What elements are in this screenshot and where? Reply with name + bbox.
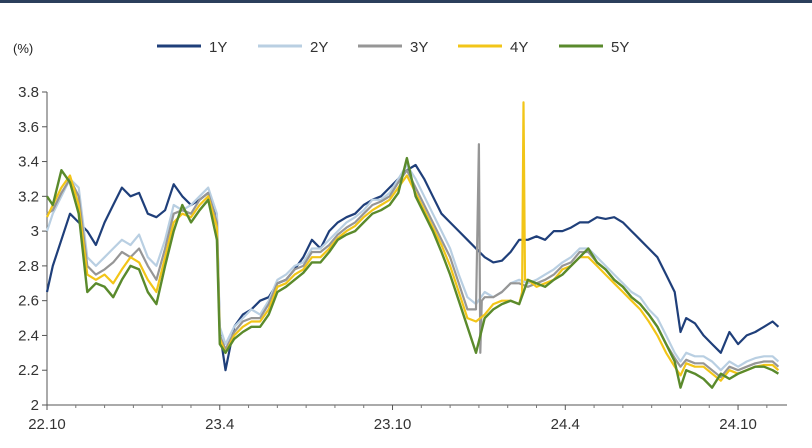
series-line-4Y [46, 101, 780, 382]
top-rule [0, 0, 812, 3]
x-tick-label: 24.4 [551, 416, 580, 433]
series-line-1Y [45, 163, 780, 372]
x-tick-label: 23.4 [205, 416, 234, 433]
y-tick-label: 3.8 [18, 84, 39, 101]
legend: 1Y 2Y 3Y 4Y 5Y [157, 39, 629, 56]
x-tick-label: 22.10 [28, 416, 66, 433]
y-tick-label: 3.4 [18, 154, 39, 171]
y-tick-label: 2.4 [18, 327, 39, 344]
plot-area [45, 101, 780, 389]
y-tick-label: 2 [31, 397, 39, 414]
y-tick-label: 3.6 [18, 119, 39, 136]
y-tick-label: 3 [31, 223, 39, 240]
y-tick-label: 2.8 [18, 258, 39, 275]
legend-label-3Y: 3Y [410, 39, 428, 56]
legend-label-4Y: 4Y [510, 39, 528, 56]
y-tick-label: 2.6 [18, 293, 39, 310]
x-tick-label: 24.10 [719, 416, 757, 433]
series-line-5Y [46, 156, 780, 389]
axes: 2 2.2 2.4 2.6 2.8 3 3.2 3.4 3.6 3.8 22.10 23.4 23.10… [18, 84, 787, 433]
legend-label-5Y: 5Y [611, 39, 629, 56]
y-tick-label: 3.2 [18, 188, 39, 205]
x-tick-label: 23.10 [374, 416, 412, 433]
legend-label-2Y: 2Y [310, 39, 328, 56]
legend-label-1Y: 1Y [209, 39, 227, 56]
y-axis-unit-label: (%) [13, 41, 34, 56]
y-tick-label: 2.2 [18, 362, 39, 379]
series-line-2Y [45, 163, 780, 372]
